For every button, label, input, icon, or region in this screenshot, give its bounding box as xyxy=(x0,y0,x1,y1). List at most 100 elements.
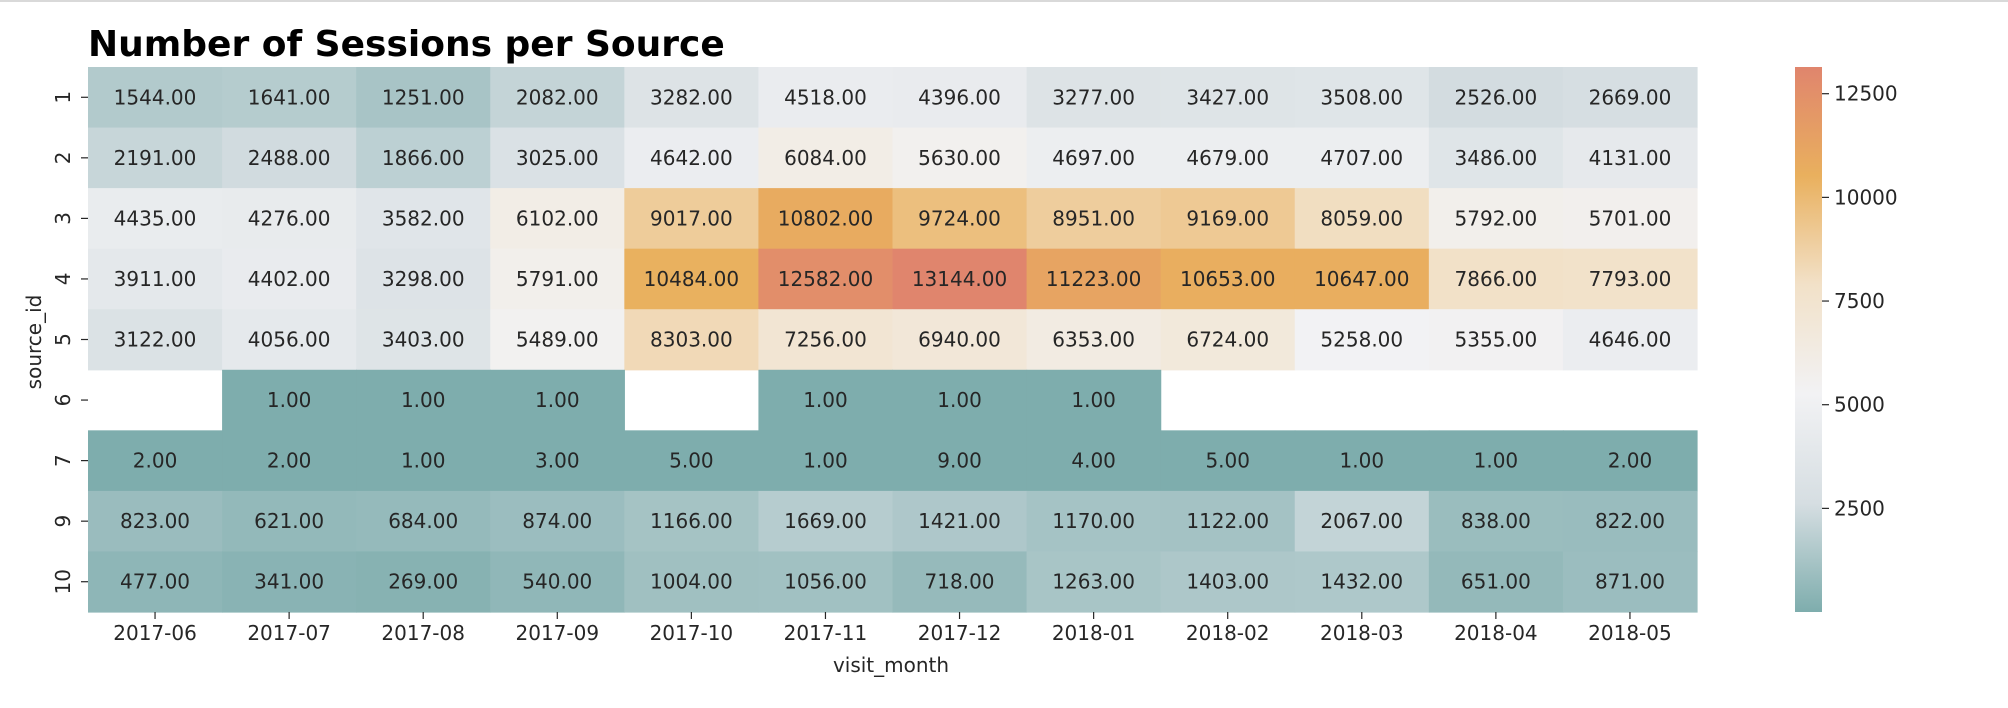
cell-value-label: 4697.00 xyxy=(1052,146,1135,170)
heatmap-cell xyxy=(356,551,491,613)
cell-value-label: 3277.00 xyxy=(1052,85,1135,109)
heatmap-cell xyxy=(490,490,625,553)
cell-value-label: 6084.00 xyxy=(784,146,867,170)
cell-value-label: 4679.00 xyxy=(1186,146,1269,170)
heatmap-cell xyxy=(356,188,491,250)
cell-value-label: 822.00 xyxy=(1595,509,1665,533)
heatmap-cell xyxy=(222,309,357,371)
heatmap-cell xyxy=(1562,309,1698,371)
heatmap-cell xyxy=(1294,551,1430,613)
heatmap-cell xyxy=(758,127,894,189)
heatmap-cell xyxy=(624,248,760,310)
cell-value-label: 8303.00 xyxy=(650,328,733,352)
heatmap-cell xyxy=(1026,369,1162,431)
cell-value-label: 621.00 xyxy=(254,509,324,533)
cell-value-label: 10647.00 xyxy=(1314,267,1409,291)
x-tick-label: 2018-01 xyxy=(1052,621,1136,645)
cell-value-label: 8951.00 xyxy=(1052,206,1135,230)
heatmap-cell xyxy=(1160,67,1296,129)
heatmap-cell xyxy=(222,67,357,129)
heatmap-cell xyxy=(892,430,1028,492)
heatmap-cell xyxy=(222,127,357,189)
cell-value-label: 1122.00 xyxy=(1186,509,1269,533)
cell-value-label: 5258.00 xyxy=(1320,328,1403,352)
colorbar-tick-label: 7500 xyxy=(1834,289,1885,313)
heatmap-cell xyxy=(892,248,1028,310)
heatmap-cell xyxy=(1160,248,1296,310)
heatmap-cell xyxy=(88,430,223,492)
cell-value-label: 1.00 xyxy=(937,388,982,412)
x-tick-label: 2017-08 xyxy=(381,621,465,645)
cell-value-label: 1.00 xyxy=(401,388,446,412)
cell-value-label: 2191.00 xyxy=(114,146,197,170)
heatmap-cell xyxy=(1562,127,1698,189)
heatmap-cell xyxy=(1562,551,1698,613)
heatmap-cell xyxy=(490,309,625,371)
heatmap-cell xyxy=(624,188,760,250)
heatmap-cell xyxy=(1160,309,1296,371)
heatmap-cell xyxy=(1026,67,1162,129)
heatmap-cell xyxy=(88,248,223,310)
cell-value-label: 6102.00 xyxy=(516,206,599,230)
x-tick-label: 2017-11 xyxy=(784,621,868,645)
y-tick-label: 7 xyxy=(51,454,75,467)
heatmap-cell xyxy=(1294,309,1430,371)
heatmap-cell xyxy=(758,551,894,613)
cell-value-label: 5791.00 xyxy=(516,267,599,291)
colorbar-tick-label: 10000 xyxy=(1834,185,1898,209)
cell-value-label: 8059.00 xyxy=(1320,206,1403,230)
y-tick-label: 1 xyxy=(51,91,75,104)
cell-value-label: 3122.00 xyxy=(114,328,197,352)
heatmap-cell xyxy=(1562,188,1698,250)
heatmap-cell xyxy=(1562,430,1698,492)
heatmap-cell xyxy=(490,369,625,431)
cell-value-label: 4646.00 xyxy=(1589,328,1672,352)
cell-value-label: 2.00 xyxy=(1608,449,1653,473)
cell-value-label: 11223.00 xyxy=(1046,267,1141,291)
heatmap-cell xyxy=(892,490,1028,553)
heatmap-cell xyxy=(1160,430,1296,492)
y-tick-label: 3 xyxy=(51,212,75,225)
x-tick-label: 2017-09 xyxy=(516,621,600,645)
y-axis: 1 2 3 4 5 6 7 9 10 xyxy=(51,91,88,594)
cell-value-label: 4056.00 xyxy=(248,328,331,352)
cell-value-label: 4402.00 xyxy=(248,267,331,291)
colorbar-tick-label: 5000 xyxy=(1834,393,1885,417)
cell-value-label: 2.00 xyxy=(267,449,312,473)
heatmap-cell xyxy=(1160,188,1296,250)
cell-value-label: 2526.00 xyxy=(1455,85,1538,109)
heatmap-cell xyxy=(490,551,625,613)
cell-value-label: 651.00 xyxy=(1461,570,1531,594)
heatmap-cell xyxy=(356,67,491,129)
cell-value-label: 3582.00 xyxy=(382,206,465,230)
heatmap-cell xyxy=(356,490,491,553)
heatmap-cell xyxy=(1026,551,1162,613)
colorbar-tick-label: 2500 xyxy=(1834,496,1885,520)
cell-value-label: 1669.00 xyxy=(784,509,867,533)
cell-value-label: 4.00 xyxy=(1071,449,1116,473)
cell-value-label: 2669.00 xyxy=(1589,85,1672,109)
heatmap-cell xyxy=(1160,551,1296,613)
heatmap-cell xyxy=(1428,430,1564,492)
heatmap-cell xyxy=(88,490,223,553)
cell-value-label: 3403.00 xyxy=(382,328,465,352)
cell-value-label: 1.00 xyxy=(803,388,848,412)
heatmap-cell xyxy=(1428,248,1564,310)
cell-value-label: 540.00 xyxy=(522,570,592,594)
heatmap-cell xyxy=(1428,309,1564,371)
heatmap-cell xyxy=(758,309,894,371)
cell-value-label: 2488.00 xyxy=(248,146,331,170)
cell-value-label: 4707.00 xyxy=(1320,146,1403,170)
cell-value-label: 1.00 xyxy=(1474,449,1519,473)
cell-value-label: 1432.00 xyxy=(1320,570,1403,594)
heatmap-cell xyxy=(490,188,625,250)
colorbar-ticks: 2500 5000 7500 10000 12500 xyxy=(1822,82,1898,520)
heatmap-cell xyxy=(758,248,894,310)
heatmap-cell xyxy=(222,188,357,250)
heatmap-cell xyxy=(1562,248,1698,310)
cell-value-label: 823.00 xyxy=(120,509,190,533)
heatmap-cell xyxy=(892,67,1028,129)
heatmap-cell xyxy=(1026,490,1162,553)
cell-value-label: 718.00 xyxy=(925,570,995,594)
cell-value-label: 1421.00 xyxy=(918,509,1001,533)
